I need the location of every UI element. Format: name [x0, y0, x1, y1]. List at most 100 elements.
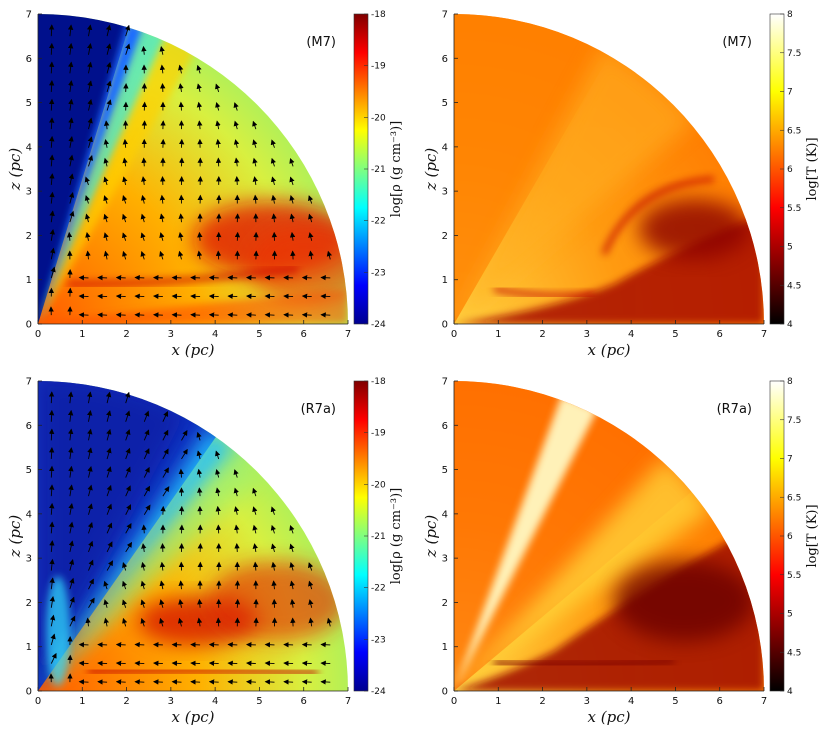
velocity-arrow [308, 250, 314, 260]
velocity-arrow [289, 176, 295, 186]
velocity-arrow [49, 502, 55, 515]
y-tick-label: 7 [442, 10, 448, 21]
colorbar-tick-label: 7 [787, 455, 793, 465]
axes: 0 1 2 3 4 5 6 7 0 1 2 3 4 5 6 7 x (pc) z (pc) [6, 377, 351, 727]
velocity-arrow [271, 213, 277, 223]
velocity-arrow [68, 80, 74, 93]
velocity-arrow [159, 561, 166, 571]
velocity-arrow [289, 213, 295, 223]
velocity-arrow [121, 580, 128, 590]
velocity-arrow [178, 598, 184, 608]
velocity-arrow [122, 617, 128, 627]
velocity-arrow [68, 98, 74, 111]
x-tick-label: 4 [212, 329, 218, 340]
y-tick-label: 6 [442, 421, 448, 432]
velocity-arrow [106, 522, 113, 534]
velocity-arrow [143, 448, 150, 460]
velocity-arrow [308, 599, 314, 608]
x-tick-label: 4 [628, 696, 634, 707]
velocity-arrow [252, 176, 258, 186]
velocity-arrow [308, 580, 314, 590]
x-axis-label: x (pc) [588, 341, 631, 359]
velocity-arrow [122, 562, 128, 571]
velocity-arrow [49, 484, 55, 497]
velocity-arrow [159, 580, 165, 590]
velocity-arrow [197, 120, 203, 130]
velocity-arrow [125, 541, 133, 553]
velocity-arrow [289, 598, 296, 608]
x-tick-label: 4 [212, 696, 218, 707]
velocity-arrow [289, 561, 295, 571]
velocity-arrow [178, 213, 184, 223]
axes: 0 1 2 3 4 5 6 7 0 1 2 3 4 5 6 7 x (pc) z (pc) [422, 377, 767, 727]
colorbar-tick-label: -21 [371, 165, 386, 175]
velocity-arrow [106, 410, 112, 422]
velocity-arrow [252, 139, 258, 148]
velocity-arrow [159, 599, 165, 608]
velocity-arrow [48, 428, 55, 441]
y-tick-label: 1 [442, 275, 448, 286]
colorbar-tick-label: -23 [371, 268, 386, 278]
velocity-arrow [178, 83, 184, 93]
velocity-arrow [87, 61, 93, 74]
velocity-arrow [271, 194, 277, 204]
colorbar-tick-label: -18 [371, 377, 386, 387]
velocity-arrow [159, 46, 165, 55]
y-axis-label: z (pc) [422, 515, 440, 559]
velocity-arrow [196, 250, 203, 260]
velocity-arrow [50, 633, 56, 646]
x-tick-label: 5 [256, 696, 262, 707]
velocity-arrow [106, 61, 112, 74]
velocity-arrow [106, 428, 112, 441]
colorbar-tick-label: -22 [371, 217, 386, 227]
x-tick-label: 3 [584, 696, 590, 707]
velocity-arrow [143, 410, 150, 422]
colorbar-label: log[ρ (g cm⁻³)] [389, 121, 404, 218]
colorbar: 8 7.5 7 6.5 6 5.5 5 4.5 4 log[T (K)] [769, 377, 820, 697]
velocity-arrow [159, 213, 165, 223]
velocity-arrow [233, 120, 239, 130]
velocity-arrow [69, 615, 76, 627]
velocity-arrow [141, 524, 147, 534]
velocity-arrow [234, 543, 240, 552]
x-tick-label: 0 [451, 329, 457, 340]
velocity-arrow [196, 431, 202, 441]
velocity-arrow [308, 213, 314, 223]
colorbar-tick-label: -19 [371, 62, 386, 72]
velocity-arrow [103, 120, 110, 130]
x-tick-label: 3 [168, 329, 174, 340]
y-axis-label: z (pc) [6, 148, 24, 192]
velocity-arrow [196, 468, 203, 478]
colorbar-tick-label: 5.5 [787, 204, 801, 214]
velocity-arrow [289, 543, 295, 553]
velocity-arrow [87, 465, 93, 478]
velocity-arrow [125, 522, 132, 534]
velocity-arrow [103, 617, 109, 627]
velocity-arrow [68, 484, 74, 497]
velocity-arrow [69, 210, 75, 223]
axes: 0 1 2 3 4 5 6 7 0 1 2 3 4 5 6 7 x (pc) z (pc) [422, 10, 767, 360]
velocity-arrow [68, 447, 74, 460]
y-tick-label: 5 [26, 465, 32, 476]
velocity-arrow [326, 250, 332, 260]
velocity-arrow [103, 599, 109, 608]
velocity-arrow [215, 487, 221, 497]
x-tick-label: 7 [761, 329, 767, 340]
colorbar-tick-label: -19 [371, 429, 386, 439]
velocity-arrow [159, 250, 165, 260]
velocity-arrow [196, 617, 203, 627]
x-tick-label: 7 [761, 696, 767, 707]
velocity-arrow [68, 173, 74, 186]
velocity-arrow [87, 117, 93, 130]
velocity-arrow [87, 43, 93, 55]
velocity-arrow [307, 195, 314, 204]
velocity-arrow [140, 580, 146, 590]
velocity-arrow [159, 232, 165, 241]
velocity-arrow [68, 192, 75, 204]
velocity-arrow [88, 578, 94, 590]
velocity-arrow [141, 45, 147, 55]
velocity-arrow [289, 580, 295, 590]
velocity-arrow [162, 467, 169, 478]
velocity-arrow [215, 468, 221, 478]
